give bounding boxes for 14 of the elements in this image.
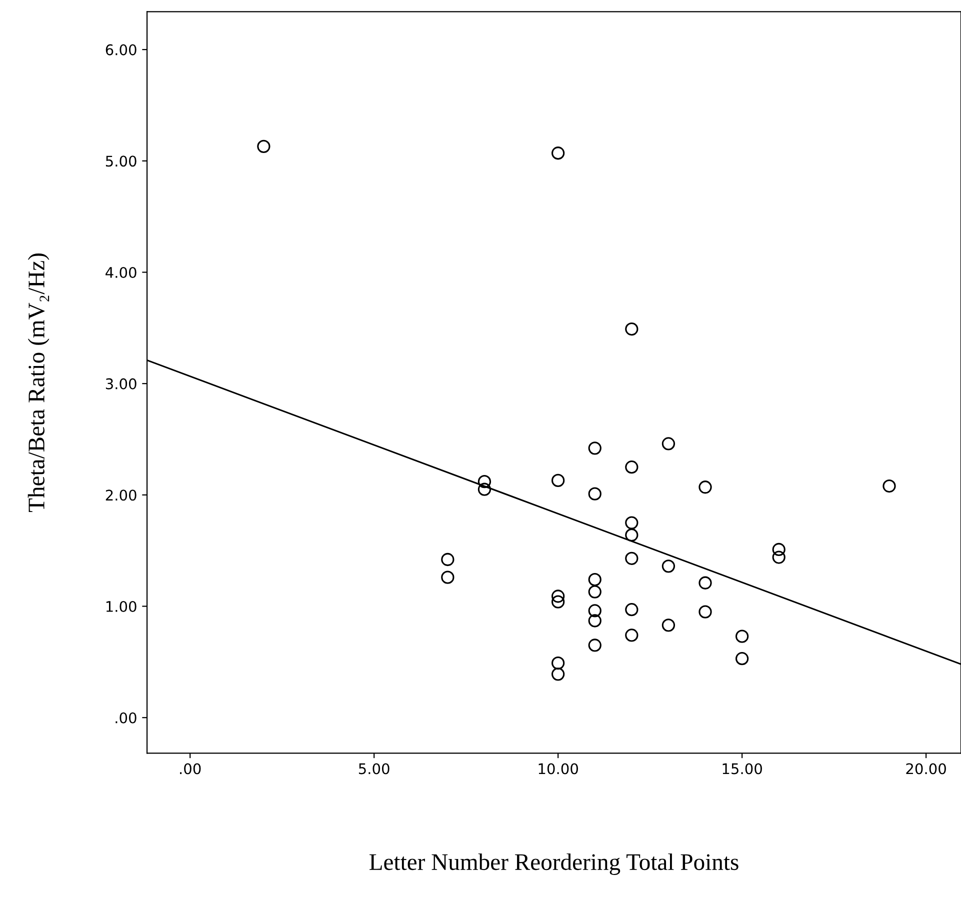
y-tick-label: 4.00 xyxy=(106,266,136,278)
y-tick-label: 6.00 xyxy=(106,44,136,56)
x-tick-label: .00 xyxy=(180,763,201,774)
x-tick-label: 10.00 xyxy=(538,763,578,774)
x-tick-label: 20.00 xyxy=(906,763,946,774)
x-tick-label: 15.00 xyxy=(722,763,762,774)
y-tick-label: 2.00 xyxy=(106,490,136,501)
y-tick-label: .00 xyxy=(116,712,136,724)
y-tick-label: 5.00 xyxy=(106,156,136,167)
x-tick-label: 5.00 xyxy=(358,763,390,774)
y-axis-title: Theta/Beta Ratio (mV₂/Hz) xyxy=(28,254,50,512)
y-tick-label: 3.00 xyxy=(106,378,136,390)
x-axis-title: Letter Number Reordering Total Points xyxy=(370,853,738,875)
y-tick-label: 1.00 xyxy=(106,600,136,612)
